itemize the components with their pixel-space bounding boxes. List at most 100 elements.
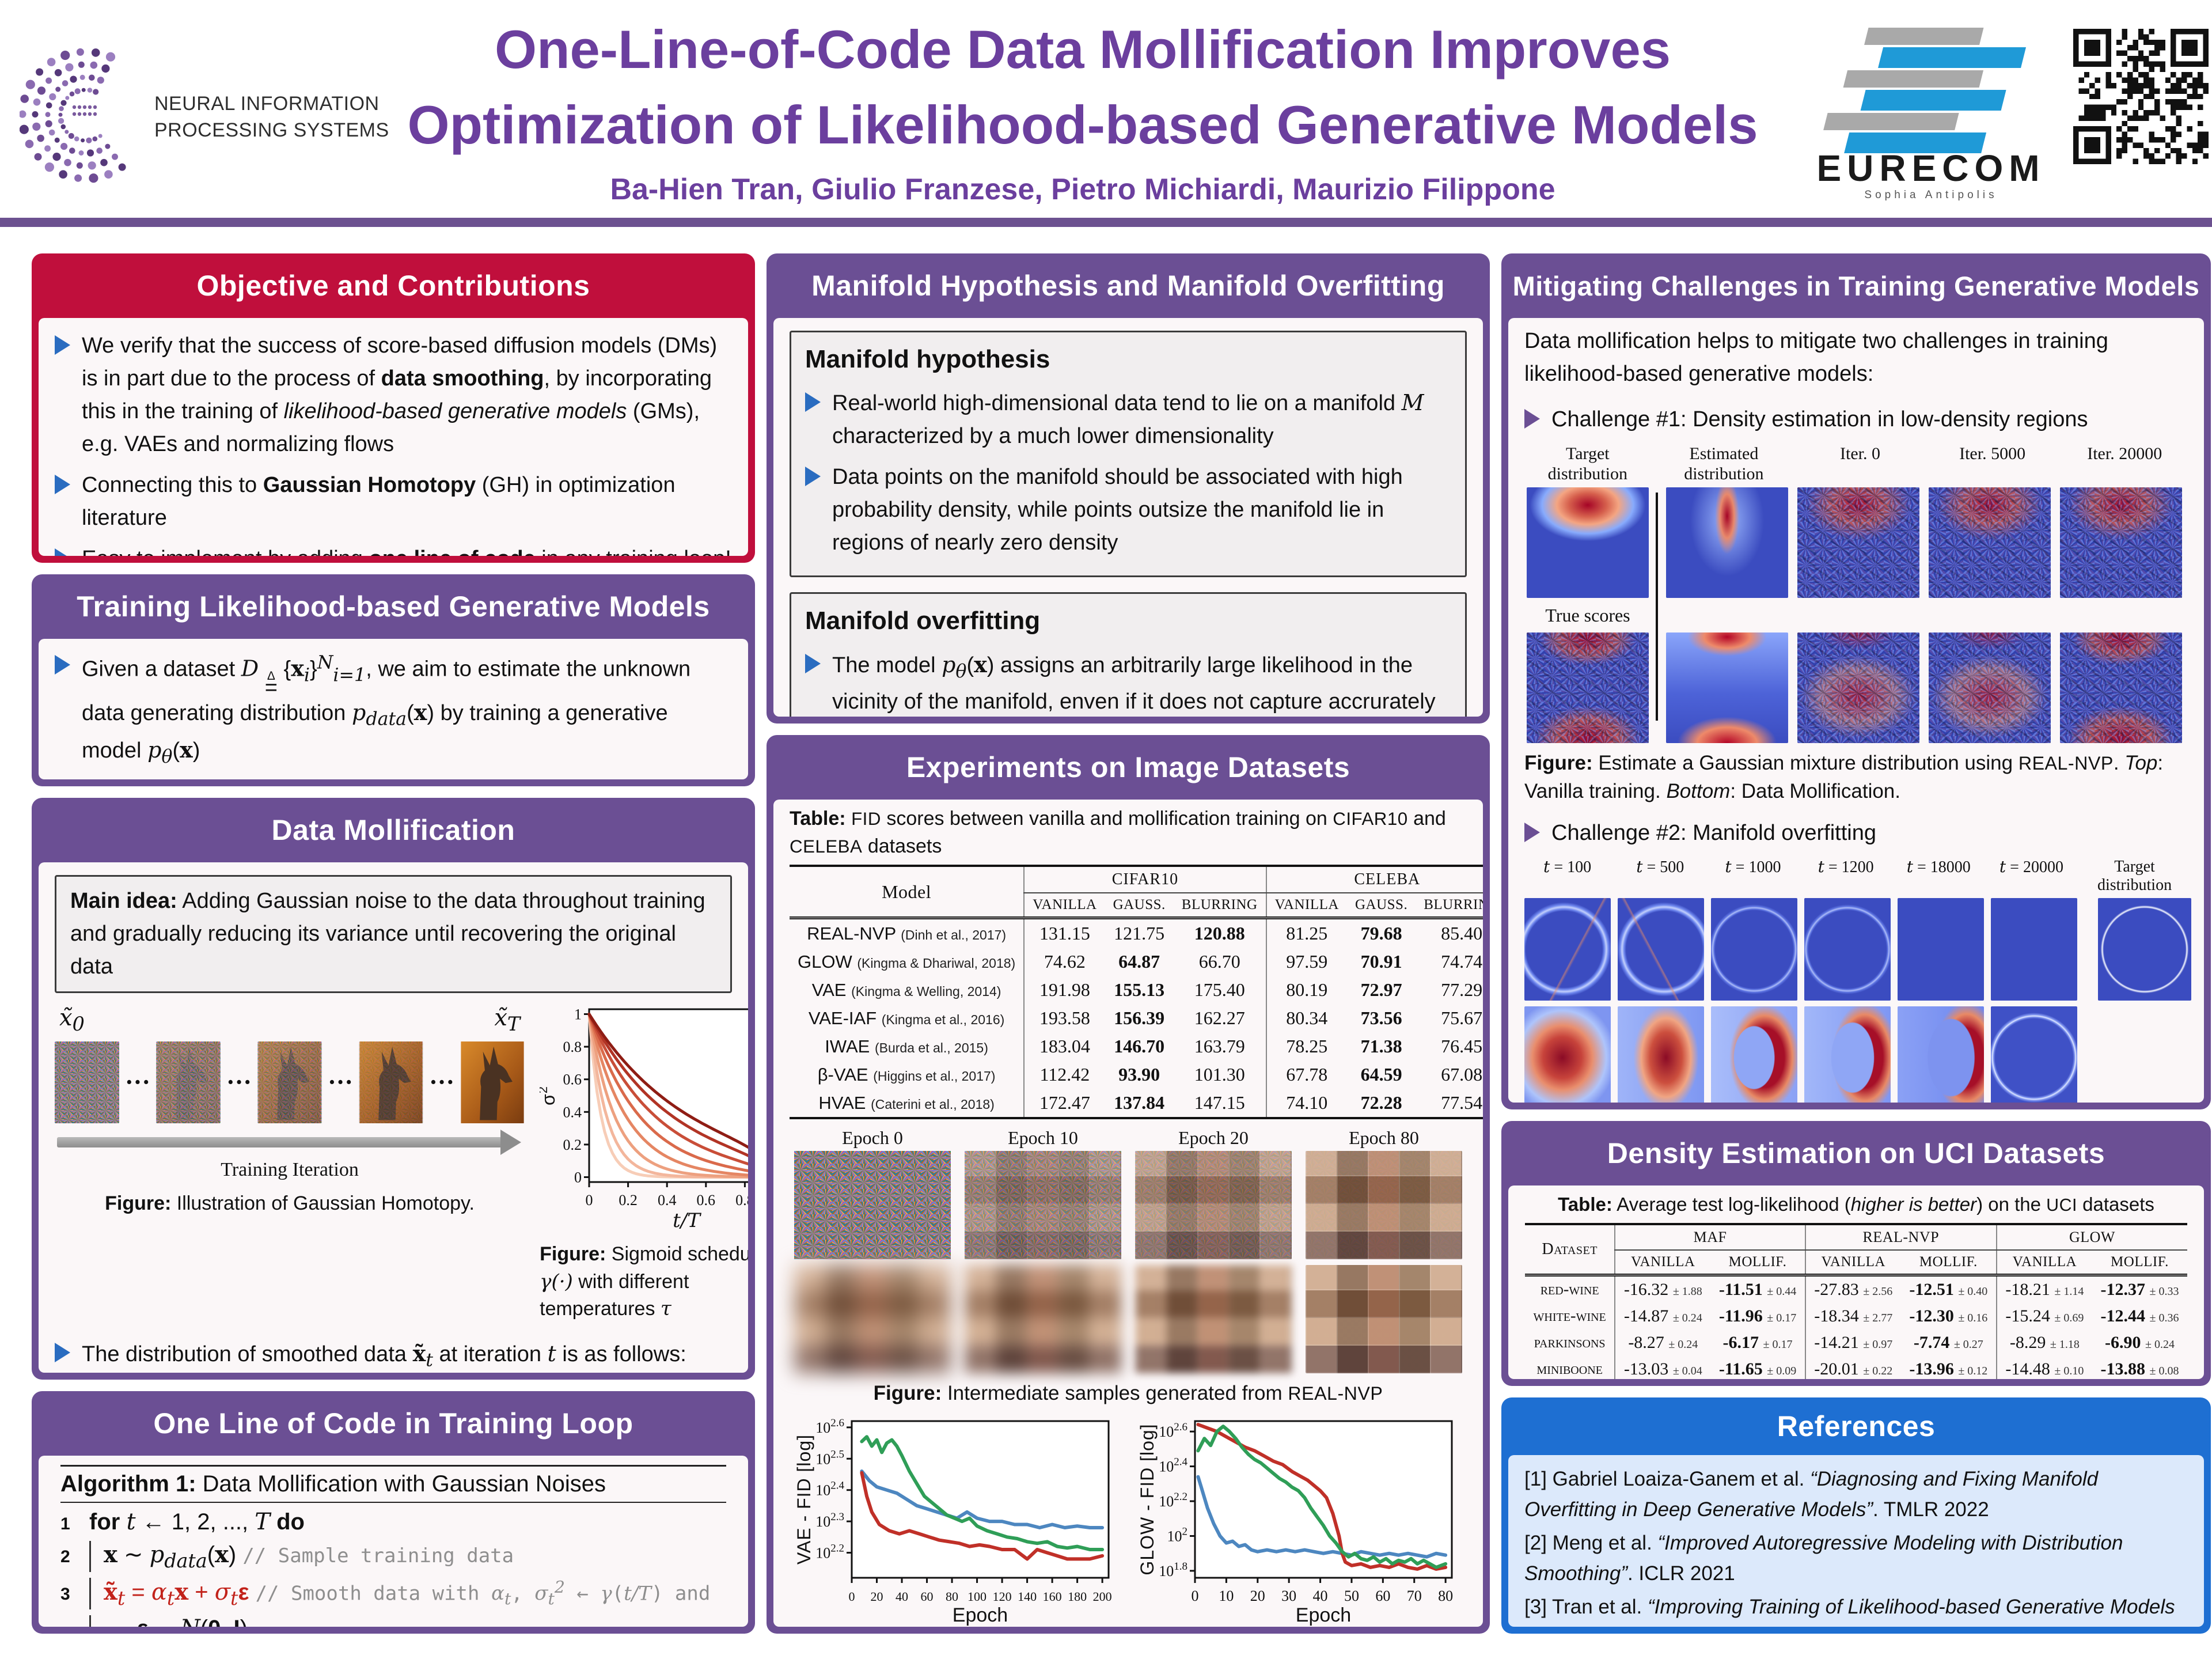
svg-text:102.4: 102.4 xyxy=(815,1480,844,1499)
section-mitigating: Mitigating Challenges in Training Genera… xyxy=(1501,253,2211,1109)
subhead: GAUSS. xyxy=(1354,897,1408,913)
svg-text:60: 60 xyxy=(1375,1588,1390,1604)
vm-vanilla-t1000 xyxy=(1711,898,1797,1001)
ch2-label: t = 500 xyxy=(1636,857,1684,876)
ch2-label: Target distribution xyxy=(2097,858,2172,895)
svg-text:0: 0 xyxy=(849,1589,855,1604)
homotopy-step-0 xyxy=(55,1041,119,1124)
svg-text:Epoch: Epoch xyxy=(953,1604,1008,1626)
qr-code-icon xyxy=(2073,29,2209,167)
references-list: [1] Gabriel Loaiza-Ganem et al. “Diagnos… xyxy=(1524,1464,2188,1627)
section-manifold: Manifold Hypothesis and Manifold Overfit… xyxy=(767,253,1490,724)
density-iter-0 xyxy=(1797,487,1919,598)
svg-text:0: 0 xyxy=(586,1192,593,1209)
ch1-label: Target distribution xyxy=(1547,444,1627,483)
svg-text:0.2: 0.2 xyxy=(563,1137,582,1153)
homotopy-step-4 xyxy=(460,1041,525,1124)
figure-divider xyxy=(1656,493,1658,721)
manifold-hypothesis-bullets: Real-world high-dimensional data tend to… xyxy=(805,387,1451,559)
bullet-icon xyxy=(805,392,821,412)
ch2-label: t = 18000 xyxy=(1906,857,1971,876)
subhead: BLURRING xyxy=(1424,897,1483,913)
vm-mollified-t1000 xyxy=(1711,1006,1797,1103)
true-scores-map xyxy=(1527,632,1649,743)
header-divider xyxy=(0,218,2212,227)
svg-text:102.5: 102.5 xyxy=(815,1448,844,1467)
bullet-icon xyxy=(55,548,70,556)
svg-text:100: 100 xyxy=(967,1589,987,1604)
algorithm-title: Algorithm 1: Data Mollification with Gau… xyxy=(60,1471,606,1497)
svg-text:0.8: 0.8 xyxy=(563,1039,582,1055)
svg-text:70: 70 xyxy=(1407,1588,1422,1604)
ellipsis: ··· xyxy=(328,1068,354,1097)
svg-text:102: 102 xyxy=(1167,1525,1188,1544)
bullet-text: The distribution of smoothed data x̃t at… xyxy=(82,1340,686,1371)
svg-text:200: 200 xyxy=(1093,1589,1112,1604)
table-row: miniboone -13.03 ± 0.04 -11.65 ± 0.09 -20.0… xyxy=(1525,1355,2187,1379)
ellipsis: ··· xyxy=(125,1068,151,1097)
vm-mollified-t1200 xyxy=(1804,1006,1891,1103)
svg-text:0.4: 0.4 xyxy=(658,1192,677,1209)
eurecom-logo: EURECOM Sophia Antipolis xyxy=(1801,24,2061,206)
density-iter-20000 xyxy=(2060,487,2182,598)
training-bullets: Given a dataset D Δ = {xi}Ni=1, we aim to… xyxy=(55,649,732,779)
subhead: BLURRING xyxy=(1181,897,1258,913)
bullet-text: Connecting this to Gaussian Homotopy (GH… xyxy=(82,473,676,530)
table-row: VAE (Kingma & Welling, 2014) 191.98 155.13… xyxy=(790,976,1483,1005)
challenge-2: Challenge #2: Manifold overfitting xyxy=(1524,817,2188,850)
fid-subheads: VANILLA GAUSS. BLURRING VANILLA GAUSS. BLURRI… xyxy=(790,893,1483,918)
bullet-icon xyxy=(55,1342,70,1362)
svg-text:30: 30 xyxy=(1281,1588,1296,1604)
uci-table-body: red-wine -16.32 ± 1.88 -11.51 ± 0.44 -27.83… xyxy=(1525,1275,2187,1379)
authors: Ba-Hien Tran, Giulio Franzese, Pietro Mi… xyxy=(610,173,1555,207)
section-uci: Density Estimation on UCI Datasets Table… xyxy=(1501,1121,2211,1386)
fid-progress-charts: 102.2 102.3 102.4 102.5 102.6 0 20 40 60 80 100 120… xyxy=(790,1413,1467,1627)
svg-text:0: 0 xyxy=(1192,1588,1199,1604)
svg-text:0.8: 0.8 xyxy=(735,1192,748,1209)
col-maf: MAF xyxy=(1614,1224,1805,1251)
algorithm-line: ε ∼ N(0, I) xyxy=(60,1615,726,1627)
svg-text:0.4: 0.4 xyxy=(563,1104,582,1120)
uci-caption: Table: Average test log-likelihood (high… xyxy=(1558,1194,2154,1215)
svg-text:102.4: 102.4 xyxy=(1159,1456,1187,1475)
subbox-title: Manifold hypothesis xyxy=(805,345,1050,373)
ch2-label: t = 1000 xyxy=(1725,857,1781,876)
vm-mollified-t100 xyxy=(1524,1006,1611,1103)
manifold-overfitting-bullets: The model pθ(x) assigns an arbitrarily l… xyxy=(805,648,1451,717)
subhead: VANILLA xyxy=(1023,893,1105,918)
sample-grid-epoch-10 xyxy=(965,1150,1121,1259)
ellipsis: ··· xyxy=(429,1068,455,1097)
page-title-line1: One-Line-of-Code Data Mollification Impr… xyxy=(494,19,1671,79)
challenge-1-figure: Target distribution Estimated distributio… xyxy=(1527,444,2186,743)
bullet-icon xyxy=(55,475,70,494)
svg-text:σ2: σ2 xyxy=(540,1086,559,1105)
svg-text:180: 180 xyxy=(1068,1589,1087,1604)
list-item: [2] Meng et al. “Improved Autoregressive… xyxy=(1524,1532,2123,1585)
density-estimated-distribution xyxy=(1666,487,1788,598)
section-one-line-of-code: One Line of Code in Training Loop Algori… xyxy=(32,1391,755,1634)
section-data-mollification: Data Mollification Main idea: Adding Gau… xyxy=(32,798,755,1380)
vm-vanilla-t20000 xyxy=(1991,898,2077,1001)
ch2-label: t = 100 xyxy=(1543,857,1592,876)
col-cifar10: CIFAR10 xyxy=(1023,866,1266,894)
subhead: VANILLA xyxy=(1995,1249,2092,1275)
list-item: [3] Tran et al. “Improving Training of L… xyxy=(1524,1596,2175,1627)
vm-mollified-t500 xyxy=(1618,1006,1704,1103)
svg-text:140: 140 xyxy=(1018,1589,1037,1604)
sample-grid-epoch-80 xyxy=(1306,1264,1462,1373)
svg-text:50: 50 xyxy=(1344,1588,1359,1604)
density-target-distribution xyxy=(1527,487,1649,598)
ch2-label: t = 20000 xyxy=(1999,857,2063,876)
algorithm-line: 3 x̃t = αtx + σtε // Smooth data with αt,… xyxy=(60,1578,711,1610)
vm-vanilla-t500 xyxy=(1618,898,1704,1001)
section-objective: Objective and Contributions We verify th… xyxy=(32,253,755,563)
svg-text:101.8: 101.8 xyxy=(1159,1560,1187,1580)
section-experiments: Experiments on Image Datasets Table: FID… xyxy=(767,735,1490,1634)
bullet-icon xyxy=(55,335,70,355)
vm-mollified-t18000 xyxy=(1898,1006,1984,1103)
arrow-label: Training Iteration xyxy=(221,1159,359,1181)
fid-table-body: REAL-NVP (Dinh et al., 2017) 131.15 121.75… xyxy=(790,918,1483,1119)
neurips-line1: NEURAL INFORMATION xyxy=(154,93,380,115)
